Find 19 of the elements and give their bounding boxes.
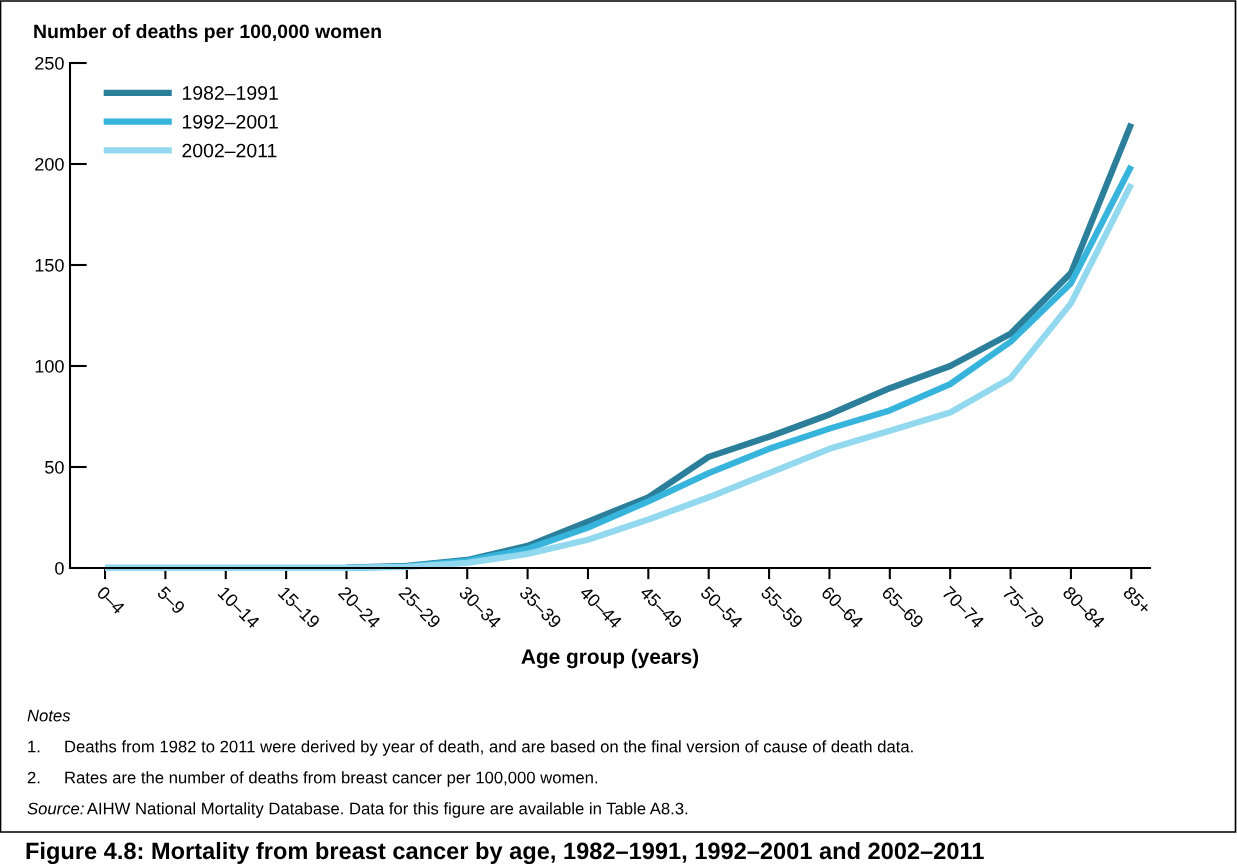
y-tick-label: 200 [35,157,64,171]
legend-label: 1982–1991 [182,86,278,100]
x-tick-label: 85+ [1122,585,1152,616]
y-tick-label: 100 [35,359,64,373]
legend-label: 2002–2011 [182,143,277,158]
legend-label: 1992–2001 [182,114,278,129]
x-tick-label: 5–9 [156,585,186,615]
y-tick-label: 250 [35,56,64,70]
y-tick-label: 150 [35,258,64,272]
y-tick-label: 0 [55,561,64,575]
y-axis-title: Number of deaths per 100,000 women [34,23,381,43]
y-tick-label: 50 [45,460,64,474]
text: 2. Rates are the number of deaths from breast cancer per 100,000 women. [27,771,598,787]
text: Figure 4.8: Mortality from breast cancer by age, 1982–1991, 1992–2001 and 2002–2011 [26,841,984,865]
source-note: Source: AIHW National Mortality Database. Data for this figure are available in Table A8.3. [27,802,688,818]
x-tick-label: 0–4 [96,585,126,615]
x-axis-title: Age group (years) [521,648,699,669]
text: 1. Deaths from 1982 to 2011 were derived by year of death, and are based on the final version of cause of death data. [28,740,913,756]
text: Notes [27,709,71,722]
